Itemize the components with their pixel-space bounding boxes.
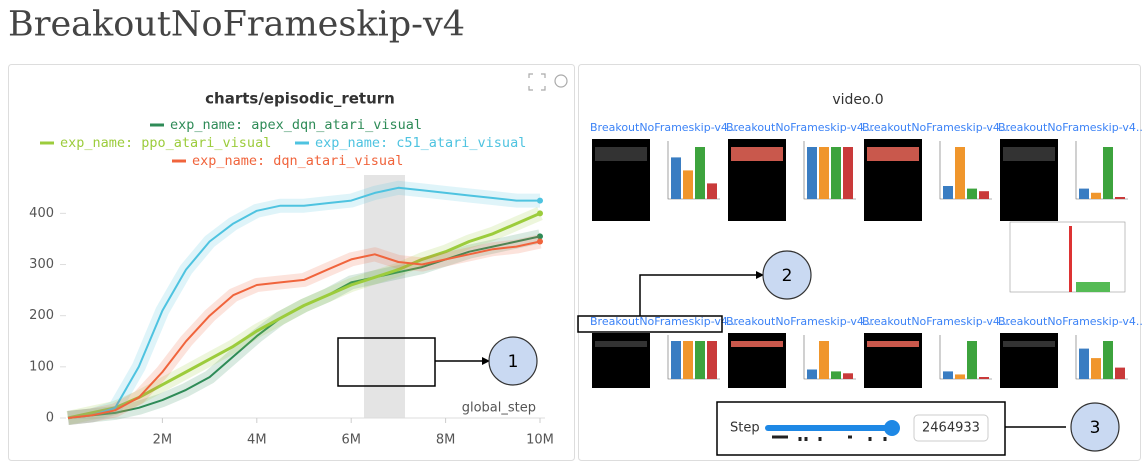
slider-handle[interactable] — [884, 420, 900, 436]
hover-band — [364, 175, 405, 418]
distribution-thumb — [1010, 222, 1125, 292]
clip-plot-bar — [943, 371, 953, 379]
clip-plot-bar — [819, 341, 829, 379]
clip-bricks — [1003, 147, 1055, 161]
clip-bricks — [595, 147, 647, 161]
clip-plot-bar — [819, 147, 829, 199]
clip-bricks — [731, 341, 783, 347]
video-title: video.0 — [832, 92, 883, 108]
clip-plot-bar — [943, 186, 953, 199]
clip-title[interactable]: BreakoutNoFrameskip-v4... — [590, 121, 738, 134]
clip-plot-bar — [955, 374, 965, 379]
clip-plot-bar — [683, 170, 693, 199]
clip-plot-bar — [1079, 189, 1089, 199]
x-tick-label: 8M — [436, 433, 456, 448]
clip-plot-bar — [979, 191, 989, 199]
clip-plot-bar — [671, 157, 681, 199]
clip-plot-bar — [671, 341, 681, 379]
annotation-number: 3 — [1090, 418, 1101, 438]
x-tick-label: 6M — [341, 433, 361, 448]
clip-plot-bar — [1103, 147, 1113, 199]
step-label: Step — [730, 421, 760, 436]
legend-label[interactable]: exp_name: c51_atari_visual — [315, 135, 526, 151]
clip-title[interactable]: BreakoutNoFrameskip-v4... — [726, 315, 874, 328]
x-tick-label: 4M — [247, 433, 267, 448]
clip-plot-bar — [831, 371, 841, 379]
x-tick-label: 10M — [526, 433, 554, 448]
clip-plot-bar — [967, 341, 977, 379]
clip-title[interactable]: BreakoutNoFrameskip-v4... — [998, 315, 1143, 328]
clip-bricks — [595, 341, 647, 347]
clip-bricks — [1003, 341, 1055, 347]
y-tick-label: 0 — [46, 411, 54, 426]
clip-plot-bar — [955, 147, 965, 199]
clip-bricks — [867, 147, 919, 161]
clip-plot-bar — [979, 377, 989, 379]
clip-bricks — [731, 147, 783, 161]
clip-plot-bar — [1103, 341, 1113, 379]
clip-title[interactable]: BreakoutNoFrameskip-v4... — [998, 121, 1143, 134]
clip-plot-bar — [707, 341, 717, 379]
clip-plot-bar — [843, 373, 853, 379]
series-end-dot — [537, 239, 543, 245]
clip-plot-bar — [967, 189, 977, 199]
y-tick-label: 400 — [29, 206, 54, 221]
series-end-dot — [537, 198, 543, 204]
annotation-number: 1 — [508, 352, 519, 372]
clip-plot-bar — [695, 147, 705, 199]
clip-plot-bar — [807, 370, 817, 380]
clip-plot-bar — [831, 147, 841, 199]
annotation-number: 2 — [782, 266, 793, 286]
series-end-dot — [537, 210, 543, 216]
legend-label[interactable]: exp_name: apex_dqn_atari_visual — [170, 117, 422, 133]
clip-plot — [932, 333, 994, 391]
clip-plot-bar — [707, 183, 717, 199]
clip-plot-bar — [695, 341, 705, 379]
chart-title: charts/episodic_return — [205, 90, 395, 108]
page-title: BreakoutNoFrameskip-v4 — [8, 5, 465, 45]
clip-plot-bar — [843, 147, 853, 199]
clip-plot — [1068, 139, 1130, 211]
clip-plot-bar — [1115, 197, 1125, 199]
legend-label[interactable]: exp_name: dqn_atari_visual — [192, 153, 403, 169]
clip-plot-bar — [683, 341, 693, 379]
clip-title[interactable]: BreakoutNoFrameskip-v4... — [726, 121, 874, 134]
clip-plot-bar — [1091, 358, 1101, 379]
clip-plot-bar — [1091, 193, 1101, 199]
clip-title[interactable]: BreakoutNoFrameskip-v4... — [590, 315, 738, 328]
step-value: 2464933 — [922, 421, 980, 436]
clip-plot-bar — [1115, 368, 1125, 379]
clip-title[interactable]: BreakoutNoFrameskip-v4... — [862, 315, 1010, 328]
clip-plot-bar — [1079, 349, 1089, 379]
x-axis-label: global_step — [462, 401, 536, 416]
y-tick-label: 200 — [29, 308, 54, 323]
clip-title[interactable]: BreakoutNoFrameskip-v4... — [862, 121, 1010, 134]
legend-label[interactable]: exp_name: ppo_atari_visual — [60, 135, 271, 151]
y-tick-label: 300 — [29, 257, 54, 272]
y-tick-label: 100 — [29, 359, 54, 374]
page: BreakoutNoFrameskip-v4 charts/episodic_r… — [0, 0, 1143, 466]
x-tick-label: 2M — [153, 433, 173, 448]
clip-bricks — [867, 341, 919, 347]
clip-plot-bar — [807, 147, 817, 199]
